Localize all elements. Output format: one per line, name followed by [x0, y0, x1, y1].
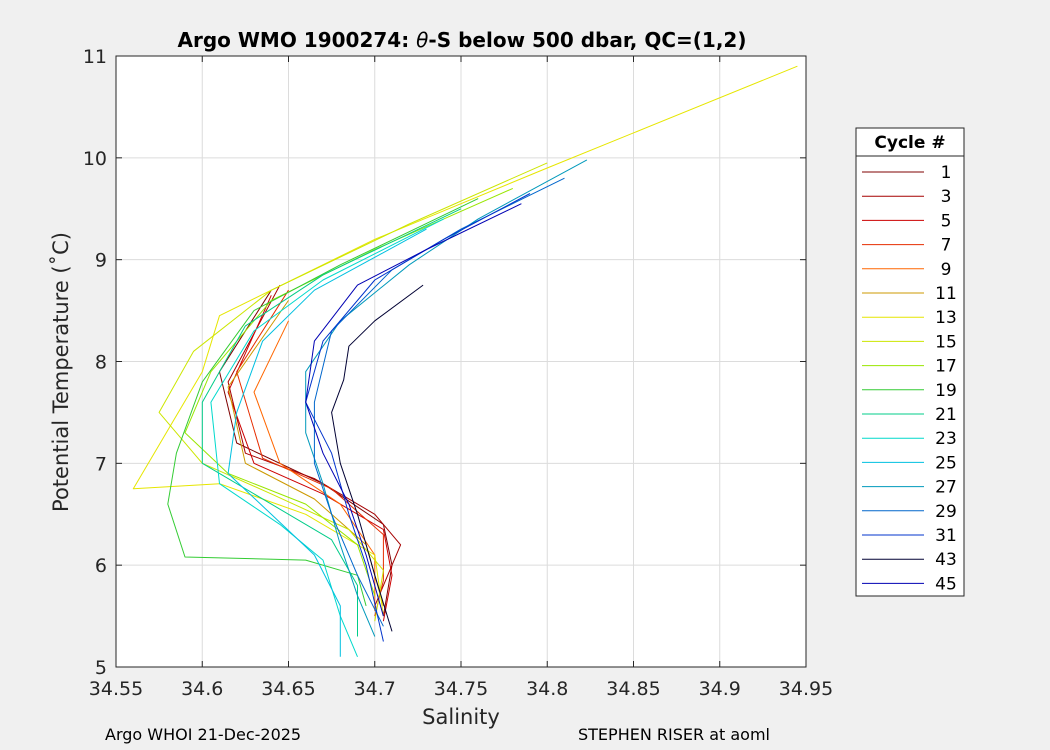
x-tick-label: 34.75: [434, 678, 488, 700]
legend-label: 21: [935, 405, 957, 425]
legend-label: 25: [935, 453, 957, 473]
legend-label: 7: [941, 236, 952, 256]
x-axis-label: Salinity: [422, 705, 500, 729]
legend-label: 15: [935, 332, 957, 352]
chart-title: Argo WMO 1900274: θ-S below 500 dbar, QC…: [178, 28, 747, 52]
series-line-cycle-43: [331, 284, 424, 632]
legend-label: 27: [935, 478, 957, 498]
legend-title: Cycle #: [874, 133, 945, 153]
legend-label: 11: [935, 284, 957, 304]
y-tick-label: 11: [83, 46, 107, 68]
y-tick-label: 5: [95, 657, 107, 679]
legend-label: 45: [935, 574, 957, 594]
footer-left: Argo WHOI 21-Dec-2025: [105, 725, 302, 744]
legend-label: 19: [935, 381, 957, 401]
series-lines: [132, 65, 798, 657]
y-tick-label: 10: [83, 148, 107, 170]
legend-box: [855, 127, 965, 597]
series-line-cycle-45: [305, 203, 522, 617]
legend-label: 31: [935, 526, 957, 546]
y-tick-label: 7: [95, 453, 107, 475]
y-tick-label: 6: [95, 555, 107, 577]
x-tick-label: 34.95: [779, 678, 833, 700]
y-tick-label: 8: [95, 352, 107, 374]
x-tick-label: 34.65: [261, 678, 315, 700]
series-line-cycle-3: [227, 284, 402, 607]
legend-label: 43: [935, 550, 957, 570]
legend-label: 13: [935, 308, 957, 328]
y-tick-label: 9: [95, 250, 107, 272]
x-tick-label: 34.8: [526, 678, 568, 700]
series-line-cycle-5: [227, 295, 393, 622]
footer-right: STEPHEN RISER at aoml: [578, 725, 770, 744]
y-axis-label: Potential Temperature (˚C): [49, 232, 73, 512]
x-tick-label: 34.6: [181, 678, 223, 700]
x-tick-label: 34.55: [89, 678, 143, 700]
x-tick-label: 34.85: [606, 678, 660, 700]
legend-label: 9: [941, 260, 952, 280]
legend-label: 17: [935, 357, 957, 377]
series-line-cycle-15: [158, 162, 548, 622]
legend-label: 3: [941, 187, 952, 207]
legend-label: 29: [935, 502, 957, 522]
x-tick-label: 34.9: [699, 678, 741, 700]
x-tick-label: 34.7: [354, 678, 396, 700]
legend-label: 1: [941, 163, 952, 183]
series-line-cycle-23: [210, 218, 445, 657]
legend-label: 23: [935, 429, 957, 449]
series-line-cycle-19: [167, 198, 479, 607]
series-line-cycle-9: [253, 320, 376, 611]
series-line-cycle-25: [227, 228, 427, 657]
legend-label: 5: [941, 211, 952, 231]
axis-ticks: 34.55 34.6 34.65 34.7 34.75 34.8 34.85 34.9 34.9…: [83, 46, 833, 700]
series-line-cycle-7: [236, 289, 384, 617]
